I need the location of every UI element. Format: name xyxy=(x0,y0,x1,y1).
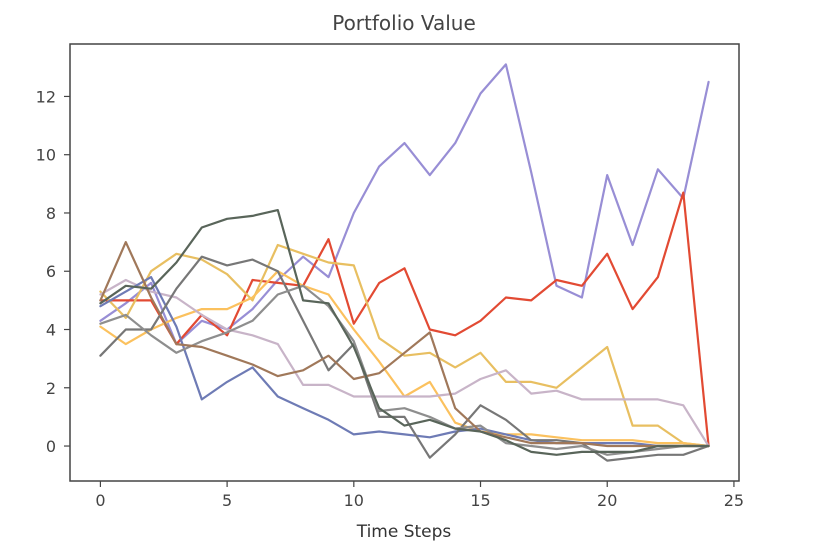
x-axis-ticks: 0 5 10 15 20 25 xyxy=(95,481,744,510)
plot-frame xyxy=(69,43,740,482)
x-tick-label: 20 xyxy=(597,491,617,510)
series-line-6 xyxy=(99,276,710,448)
chart-title: Portfolio Value xyxy=(332,11,476,35)
y-tick-label: 12 xyxy=(36,87,56,106)
y-tick-label: 4 xyxy=(46,321,56,340)
x-tick-label: 25 xyxy=(724,491,744,510)
x-tick-label: 15 xyxy=(470,491,490,510)
series-line-3 xyxy=(99,243,710,448)
series-line-9 xyxy=(99,241,710,448)
y-tick-label: 2 xyxy=(46,379,56,398)
series-line-4 xyxy=(99,270,710,448)
series-line-5 xyxy=(99,278,710,448)
y-tick-label: 6 xyxy=(46,262,56,281)
y-tick-label: 10 xyxy=(36,146,56,165)
plot-area xyxy=(69,43,740,482)
series-lines xyxy=(99,63,710,462)
series-line-10 xyxy=(99,209,710,456)
x-tick-label: 0 xyxy=(95,491,105,510)
series-line-8 xyxy=(99,284,710,456)
x-tick-label: 5 xyxy=(222,491,232,510)
y-axis-ticks: 0 2 4 6 8 10 12 xyxy=(36,87,70,456)
y-tick-label: 8 xyxy=(46,204,56,223)
x-axis-label: Time Steps xyxy=(356,522,452,542)
y-tick-label: 0 xyxy=(46,437,56,456)
series-line-7 xyxy=(99,255,710,462)
x-tick-label: 10 xyxy=(344,491,364,510)
series-line-1 xyxy=(99,63,710,346)
